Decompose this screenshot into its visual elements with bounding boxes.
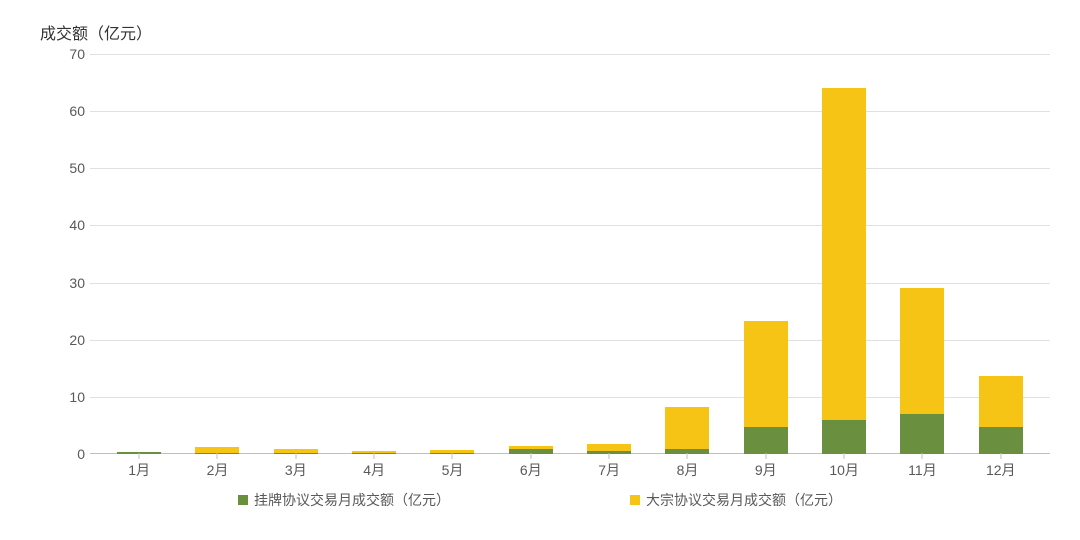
bar-slot (570, 54, 648, 454)
x-tick-label: 9月 (727, 454, 805, 484)
x-tick-text: 9月 (755, 462, 777, 478)
bar-slot (805, 54, 883, 454)
x-tick-mark (687, 453, 688, 459)
bar-slot (257, 54, 335, 454)
x-tick-label: 3月 (257, 454, 335, 484)
x-tick-text: 3月 (285, 462, 307, 478)
x-tick-text: 4月 (363, 462, 385, 478)
x-tick-mark (374, 453, 375, 459)
bar-slot (492, 54, 570, 454)
legend-label-block: 大宗协议交易月成交额（亿元） (646, 490, 842, 510)
x-tick-label: 8月 (648, 454, 726, 484)
x-tick-label: 2月 (178, 454, 256, 484)
bar-stack (665, 407, 709, 454)
bar-stack (979, 376, 1023, 454)
y-tick-label: 0 (50, 446, 85, 462)
bar-stack (822, 88, 866, 454)
x-tick-mark (609, 453, 610, 459)
legend-item-listed: 挂牌协议交易月成交额（亿元） (238, 490, 450, 510)
x-tick-mark (139, 453, 140, 459)
x-tick-text: 7月 (598, 462, 620, 478)
bars-container (90, 54, 1050, 454)
x-tick-mark (765, 453, 766, 459)
bar-slot (962, 54, 1040, 454)
x-tick-mark (530, 453, 531, 459)
y-tick-label: 70 (50, 46, 85, 62)
bar-slot (648, 54, 726, 454)
bar-slot (727, 54, 805, 454)
x-tick-text: 12月 (986, 462, 1016, 478)
y-tick-label: 10 (50, 389, 85, 405)
x-tick-text: 11月 (908, 462, 937, 478)
bar-segment-block (979, 376, 1023, 426)
legend-item-block: 大宗协议交易月成交额（亿元） (630, 490, 842, 510)
x-tick-text: 1月 (128, 462, 150, 478)
legend-label-listed: 挂牌协议交易月成交额（亿元） (254, 490, 450, 510)
y-tick-label: 60 (50, 103, 85, 119)
bar-segment-listed (744, 427, 788, 454)
bar-segment-block (587, 444, 631, 451)
x-tick-text: 10月 (829, 462, 859, 478)
x-tick-mark (452, 453, 453, 459)
x-tick-text: 6月 (520, 462, 542, 478)
bar-segment-block (744, 321, 788, 427)
x-tick-mark (217, 453, 218, 459)
chart-area: 010203040506070 1月2月3月4月5月6月7月8月9月10月11月… (50, 54, 1050, 484)
x-axis-labels: 1月 2月 3月 4月 5月 6月 7月 8月 9月 10月 11月 12月 (90, 454, 1050, 484)
legend: 挂牌协议交易月成交额（亿元） 大宗协议交易月成交额（亿元） (30, 490, 1050, 510)
x-tick-mark (844, 453, 845, 459)
bar-segment-block (665, 407, 709, 449)
x-tick-text: 2月 (207, 462, 229, 478)
bar-slot (335, 54, 413, 454)
x-tick-label: 4月 (335, 454, 413, 484)
bar-segment-block (822, 88, 866, 419)
bar-slot (100, 54, 178, 454)
y-tick-label: 20 (50, 332, 85, 348)
x-tick-mark (1000, 453, 1001, 459)
x-tick-mark (922, 453, 923, 459)
x-tick-mark (295, 453, 296, 459)
legend-swatch-listed (238, 495, 248, 505)
bar-segment-listed (979, 427, 1023, 454)
bar-slot (178, 54, 256, 454)
x-tick-label: 5月 (413, 454, 491, 484)
chart-title: 成交额（亿元） (40, 20, 1050, 44)
y-tick-label: 50 (50, 160, 85, 176)
bar-segment-block (900, 288, 944, 414)
x-tick-text: 5月 (442, 462, 464, 478)
x-tick-label: 12月 (962, 454, 1040, 484)
bar-segment-listed (900, 414, 944, 454)
bar-stack (900, 288, 944, 454)
y-tick-label: 30 (50, 275, 85, 291)
legend-swatch-block (630, 495, 640, 505)
bar-slot (413, 54, 491, 454)
x-tick-text: 8月 (677, 462, 699, 478)
bar-stack (744, 321, 788, 454)
x-tick-label: 7月 (570, 454, 648, 484)
bar-segment-listed (822, 420, 866, 454)
bar-slot (883, 54, 961, 454)
x-tick-label: 1月 (100, 454, 178, 484)
x-tick-label: 11月 (883, 454, 961, 484)
y-tick-label: 40 (50, 217, 85, 233)
x-tick-label: 10月 (805, 454, 883, 484)
x-tick-label: 6月 (492, 454, 570, 484)
